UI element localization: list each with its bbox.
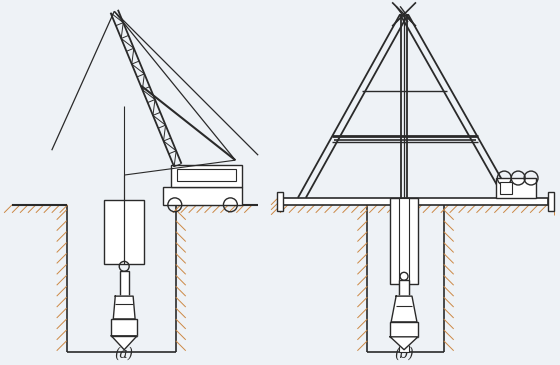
Bar [177, 169, 236, 181]
Bar [500, 182, 512, 194]
Bar [399, 198, 409, 352]
Bar [390, 198, 418, 284]
Polygon shape [390, 337, 418, 350]
Bar [277, 192, 283, 211]
Text: (a): (a) [115, 347, 134, 361]
Bar [104, 200, 144, 264]
Bar [548, 192, 554, 211]
Polygon shape [391, 296, 417, 322]
Polygon shape [113, 296, 135, 319]
Polygon shape [111, 336, 137, 350]
Bar [390, 322, 418, 337]
Bar [111, 319, 137, 336]
Bar [120, 271, 129, 296]
Bar [283, 198, 548, 205]
Bar [496, 178, 536, 198]
Bar [399, 280, 409, 296]
Text: (b): (b) [394, 347, 414, 361]
Bar [171, 165, 242, 187]
Bar [163, 187, 242, 205]
